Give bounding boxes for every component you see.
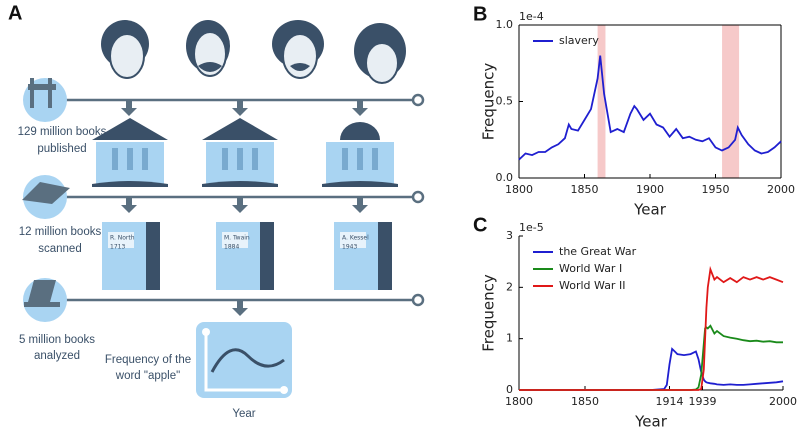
x-tick-label: 1800 xyxy=(505,395,533,408)
output-text: Frequency of the xyxy=(105,354,191,366)
x-tick-label: 2000 xyxy=(769,395,797,408)
books: R. North 1713 M. Twain 1884 A. Kessel 19… xyxy=(102,222,392,290)
y-tick-label: 0.5 xyxy=(496,95,514,108)
stage-text: analyzed xyxy=(34,350,80,362)
x-tick-label: 2000 xyxy=(767,183,795,196)
highlight-span xyxy=(597,25,606,178)
stage-text: 129 million books xyxy=(18,126,107,138)
y-tick-label: 1 xyxy=(506,332,513,345)
stage-text: 12 million books xyxy=(19,226,102,238)
stage-text: 5 million books xyxy=(19,334,95,346)
stage-text: scanned xyxy=(38,243,81,255)
series-line xyxy=(518,55,782,161)
x-tick-label: 1850 xyxy=(571,183,599,196)
pipeline: R. North 1713 M. Twain 1884 A. Kessel 19… xyxy=(18,20,425,420)
legend-label: World War I xyxy=(559,262,622,275)
offset-label: 1e-5 xyxy=(519,221,544,234)
book-author: M. Twain xyxy=(224,235,250,242)
y-axis-label: Frequency xyxy=(480,63,498,141)
panel-label: A xyxy=(8,2,22,24)
book-year: 1713 xyxy=(110,244,125,251)
y-tick-label: 3 xyxy=(506,229,513,242)
y-tick-label: 0.0 xyxy=(496,171,514,184)
x-axis-label: Year xyxy=(633,201,667,219)
x-tick-label: 1950 xyxy=(702,183,730,196)
legend-label: World War II xyxy=(559,279,625,292)
legend-label: the Great War xyxy=(559,245,637,258)
x-tick-label: 1800 xyxy=(505,183,533,196)
book-author: A. Kessel xyxy=(342,235,369,242)
output-axis: Year xyxy=(232,408,255,420)
x-tick-label: 1900 xyxy=(636,183,664,196)
y-axis-label: Frequency xyxy=(480,274,498,352)
output-icon xyxy=(196,322,292,398)
series-line xyxy=(519,347,784,391)
offset-label: 1e-4 xyxy=(519,10,544,23)
faces xyxy=(101,20,406,84)
x-axis-label: Year xyxy=(634,413,668,428)
stage-text: published xyxy=(37,143,86,155)
y-tick-label: 1.0 xyxy=(496,18,514,31)
output-text: word "apple" xyxy=(115,370,180,382)
series-line xyxy=(519,265,784,391)
x-tick-label: 1850 xyxy=(571,395,599,408)
highlight-span xyxy=(722,25,740,178)
legend-label: slavery xyxy=(559,34,599,47)
book-author: R. North xyxy=(110,235,135,242)
panel-label: B xyxy=(473,3,487,25)
book-year: 1943 xyxy=(342,244,357,251)
y-tick-label: 0 xyxy=(506,383,513,396)
x-tick-label: 1914 xyxy=(655,395,683,408)
x-tick-label: 1939 xyxy=(688,395,716,408)
book-year: 1884 xyxy=(224,244,239,251)
panel-label: C xyxy=(473,214,487,236)
libraries xyxy=(92,118,398,187)
y-tick-label: 2 xyxy=(506,280,513,293)
series-line xyxy=(519,324,783,391)
